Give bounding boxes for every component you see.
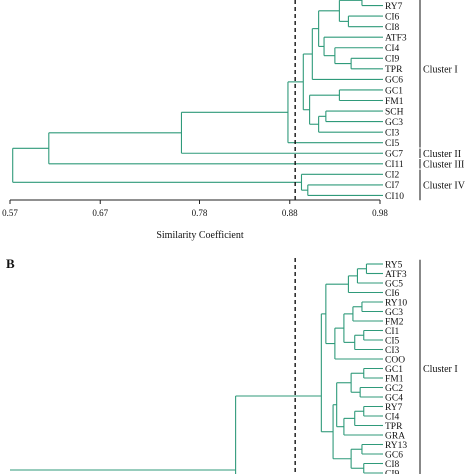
- leaf-label: CI5: [385, 336, 400, 346]
- leaf-label: GRA: [385, 431, 405, 441]
- leaf-label: GC7: [385, 150, 403, 160]
- x-axis-tick-label: 0.88: [282, 208, 298, 218]
- leaf-label: CI3: [385, 128, 400, 138]
- leaf-label: GC1: [385, 365, 403, 375]
- x-axis-title: Similarity Coefficient: [156, 230, 244, 241]
- leaf-label: SCH: [385, 107, 404, 117]
- panel-a-leaf-labels: GC5RY7CI6CI8ATF3CI4CI9TPRGC6GC1FM1SCHGC3…: [385, 0, 407, 202]
- cluster-label: Cluster I: [423, 364, 458, 375]
- leaf-label: FM1: [385, 374, 404, 384]
- panel-b-leaf-labels: RY5ATF3GC5CI6RY10GC3FM2CI1CI5CI3COOGC1FM…: [385, 260, 407, 474]
- leaf-label: CI5: [385, 139, 400, 149]
- leaf-label: RY10: [385, 298, 407, 308]
- leaf-label: GC3: [385, 118, 403, 128]
- panel-b-cluster-labels: Cluster I: [419, 259, 458, 474]
- leaf-label: CI8: [385, 23, 400, 33]
- panel-a-dendrogram: GC5RY7CI6CI8ATF3CI4CI9TPRGC6GC1FM1SCHGC3…: [2, 0, 466, 241]
- leaf-label: GC3: [385, 308, 403, 318]
- leaf-label: GC5: [385, 279, 403, 289]
- x-axis-tick-label: 0.67: [92, 208, 108, 218]
- leaf-label: CI10: [385, 192, 404, 202]
- leaf-label: CI2: [385, 171, 400, 181]
- leaf-label: GC2: [385, 384, 403, 394]
- leaf-label: CI4: [385, 44, 400, 54]
- leaf-label: TPR: [385, 65, 403, 75]
- leaf-label: FM2: [385, 317, 404, 327]
- leaf-label: GC6: [385, 450, 403, 460]
- leaf-label: CI11: [385, 160, 404, 170]
- leaf-label: FM1: [385, 97, 404, 107]
- leaf-label: GC1: [385, 86, 403, 96]
- panel-b-label: B: [6, 256, 15, 271]
- leaf-label: RY13: [385, 441, 407, 451]
- leaf-label: CI8: [385, 460, 400, 470]
- leaf-label: COO: [385, 355, 405, 365]
- cluster-label: Cluster III: [423, 159, 464, 170]
- x-axis-tick-label: 0.57: [2, 208, 18, 218]
- panel-a-tree: [12, 0, 383, 200]
- leaf-label: ATF3: [385, 270, 407, 280]
- leaf-label: CI7: [385, 181, 400, 191]
- cluster-label: Cluster II: [423, 149, 461, 160]
- leaf-label: CI3: [385, 346, 400, 356]
- leaf-label: RY5: [385, 260, 403, 270]
- leaf-label: GC5: [385, 0, 403, 1]
- leaf-label: CI9: [385, 469, 400, 474]
- x-axis-tick-label: 0.78: [192, 208, 208, 218]
- leaf-label: CI6: [385, 289, 400, 299]
- x-axis-tick-label: 0.98: [372, 208, 388, 218]
- leaf-label: TPR: [385, 422, 403, 432]
- cluster-label: Cluster IV: [423, 180, 466, 191]
- leaf-label: CI6: [385, 12, 400, 22]
- cluster-label: Cluster I: [423, 64, 458, 75]
- leaf-label: RY7: [385, 2, 403, 12]
- leaf-label: ATF3: [385, 34, 407, 44]
- leaf-label: GC6: [385, 76, 403, 86]
- panel-a-axis: 0.57 0.67 0.78 0.88 0.98 Similarity Coefficie…: [2, 199, 388, 241]
- leaf-label: CI1: [385, 327, 400, 337]
- leaf-label: CI4: [385, 412, 400, 422]
- panel-b-dendrogram: B RY5ATF3GC5CI6RY10GC3FM2CI1CI5CI3COOGC1…: [6, 256, 458, 474]
- leaf-label: CI9: [385, 55, 400, 65]
- panel-b-tree: [10, 258, 383, 474]
- leaf-label: GC4: [385, 393, 403, 403]
- leaf-label: RY7: [385, 403, 403, 413]
